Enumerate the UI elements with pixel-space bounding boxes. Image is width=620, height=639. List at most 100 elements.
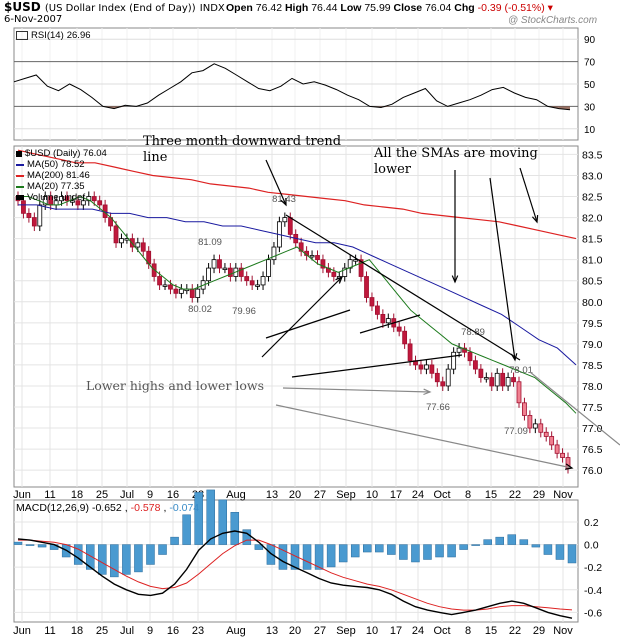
price-candle	[375, 305, 380, 315]
rsi-tick-label: 50	[584, 80, 596, 91]
price-tick-label: 82.5	[582, 192, 603, 204]
macd-histogram-bar	[170, 536, 179, 545]
x-tick-label: Sep	[336, 625, 356, 637]
price-candle	[168, 284, 173, 290]
trendline-arrow	[265, 159, 287, 206]
legend-entry-price: $USD (Daily) 76.04	[16, 148, 107, 159]
price-tick-label: 78.5	[582, 360, 603, 372]
macd-tick-label: 0.2	[584, 517, 599, 529]
price-data-label: 80.02	[188, 304, 212, 315]
price-legend: $USD (Daily) 76.04 MA(50) 78.52 MA(200) …	[16, 148, 107, 203]
x-tick-label: 11	[44, 489, 55, 501]
price-candle	[543, 431, 549, 437]
macd-line	[17, 530, 573, 619]
x-tick-label: Oct	[433, 625, 450, 637]
macd-histogram-bar	[387, 544, 396, 555]
arrow-head	[451, 275, 459, 284]
x-tick-label: 22	[509, 625, 521, 637]
price-tick-label: 81.0	[582, 255, 603, 267]
price-candle	[64, 196, 70, 202]
x-tick-label: 16	[167, 489, 179, 501]
price-tick-label: 80.5	[582, 276, 603, 288]
macd-histogram-bar	[146, 544, 155, 565]
macd-histogram-bar	[338, 544, 348, 563]
price-candle	[80, 200, 86, 206]
macd-histogram-bar	[314, 544, 324, 570]
price-candle	[538, 423, 544, 433]
price-tick-label: 76.0	[582, 465, 603, 477]
macd-histogram-bar	[411, 544, 420, 563]
x-tick-label: 8	[465, 489, 471, 501]
macd-histogram-bar	[122, 544, 131, 575]
price-candle	[385, 318, 391, 324]
price-tick-label: 83.5	[582, 149, 603, 161]
price-candle	[331, 271, 337, 277]
x-tick-label: 24	[412, 489, 424, 501]
x-tick-label: Jul	[120, 625, 134, 637]
rsi-line	[13, 63, 571, 111]
price-candle	[238, 267, 244, 277]
price-candle	[424, 364, 429, 370]
rsi-tick-label: 70	[584, 58, 596, 69]
macd-histogram-bar	[86, 544, 95, 570]
annotation-lows: Lower highs and lower lows	[86, 378, 265, 393]
price-candle	[173, 288, 179, 294]
macd-legend: MACD(12,26,9) -0.652, -0.578, -0.074	[16, 502, 200, 514]
price-candle	[549, 436, 555, 446]
x-tick-label: 27	[314, 625, 326, 637]
macd-histogram-bar	[290, 544, 300, 570]
price-candle	[189, 288, 195, 298]
annotation-smas: All the SMAs are moving lower	[374, 146, 538, 177]
price-candle	[315, 255, 320, 261]
macd-histogram-bar	[350, 544, 360, 558]
price-candle	[489, 377, 495, 387]
price-candle	[260, 276, 266, 286]
price-candle	[511, 377, 516, 383]
ma50-line	[18, 204, 577, 366]
macd-histogram-bar	[302, 544, 312, 570]
price-candle	[429, 364, 435, 374]
rsi-tick-label: 30	[584, 102, 596, 113]
macd-histogram-bar	[134, 544, 143, 573]
macd-histogram-bar	[158, 544, 167, 555]
legend-entry-ma200: MA(200) 81.46	[16, 170, 107, 181]
x-tick-label: 9	[147, 489, 153, 501]
price-candle	[97, 200, 103, 206]
macd-histogram-bar	[242, 529, 252, 545]
macd-histogram-bar	[423, 544, 432, 560]
chart-date: 6-Nov-2007	[4, 14, 63, 25]
macd-histogram-bar	[531, 544, 541, 548]
arrow-head	[510, 353, 518, 362]
legend-entry-volume: Volume undef	[16, 192, 107, 203]
macd-histogram-bar	[218, 499, 227, 545]
price-candle	[353, 259, 359, 262]
price-candle	[516, 381, 522, 404]
x-tick-label: 17	[390, 489, 402, 501]
x-tick-label: 27	[314, 489, 326, 501]
price-data-label: 78.01	[509, 365, 533, 376]
arrow-head	[565, 463, 574, 470]
price-candle	[59, 196, 64, 202]
price-data-label: 79.96	[232, 306, 256, 317]
arrow-to-low-2	[265, 309, 351, 339]
price-candle	[418, 364, 424, 370]
price-tick-label: 77.5	[582, 402, 603, 414]
x-tick-label: 25	[96, 489, 108, 501]
rsi-legend: RSI(14) 26.96	[16, 30, 91, 41]
price-candle	[75, 200, 81, 206]
ma200-line	[17, 149, 577, 240]
price-tick-label: 79.0	[582, 339, 603, 351]
arrow-head	[531, 214, 539, 224]
price-candle	[222, 267, 228, 270]
price-tick-label: 80.0	[582, 297, 603, 309]
price-candle	[31, 217, 37, 227]
price-candle	[467, 351, 473, 362]
macd-histogram-bar	[110, 544, 119, 578]
price-data-label: 78.89	[461, 327, 485, 338]
macd-histogram-bar	[98, 544, 107, 575]
x-tick-label: 20	[289, 489, 301, 501]
x-tick-label: Jun	[13, 489, 31, 501]
macd-histogram-bar	[73, 544, 83, 565]
legend-entry-ma50: MA(50) 78.52	[16, 159, 107, 170]
